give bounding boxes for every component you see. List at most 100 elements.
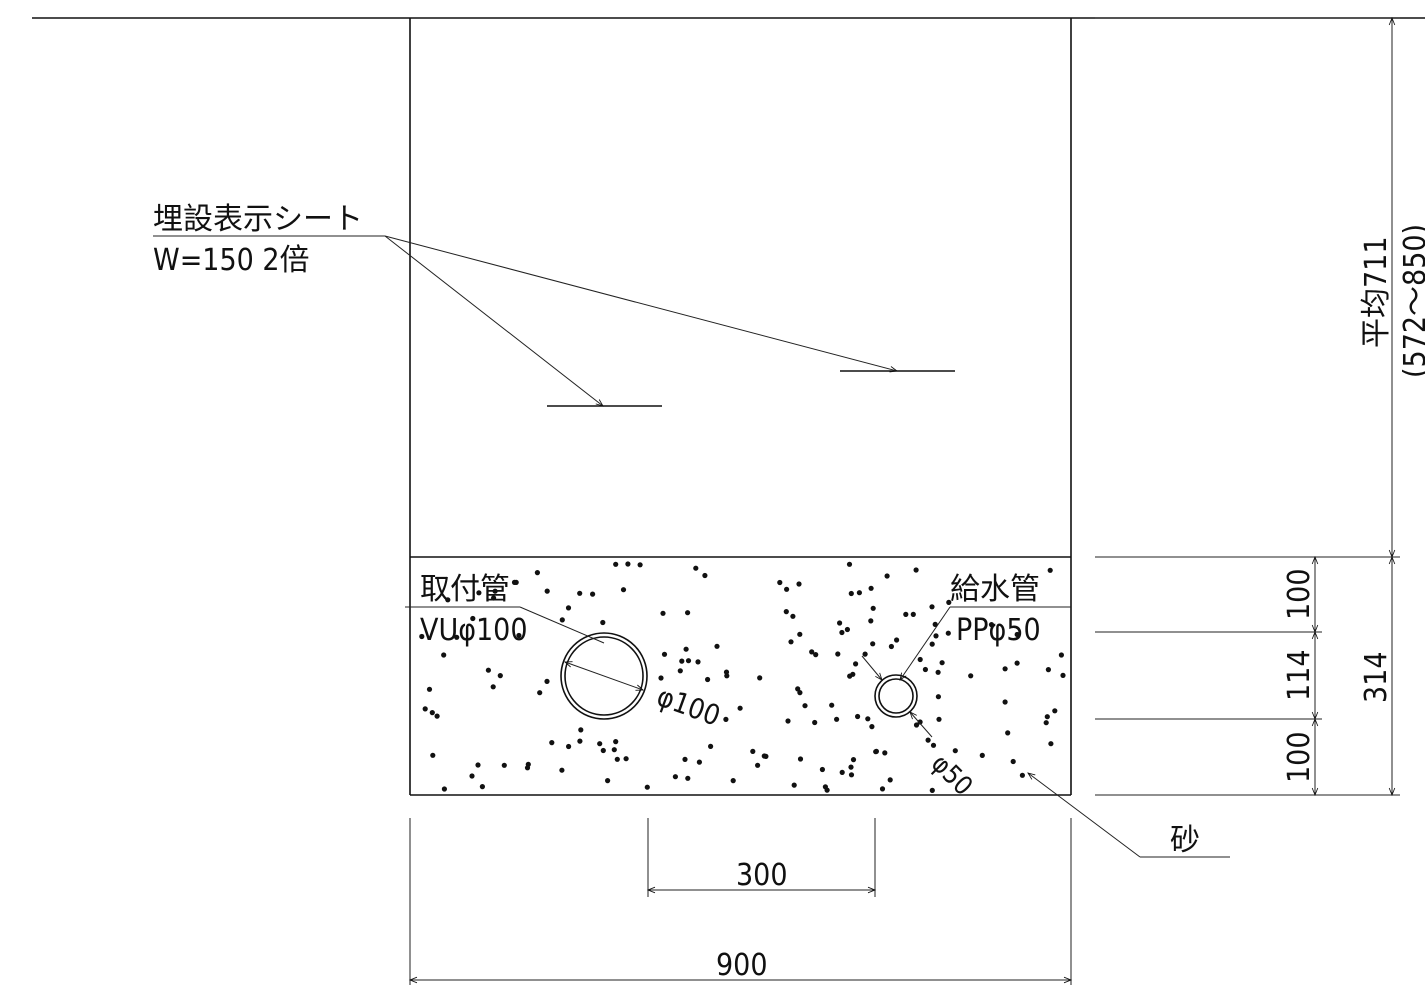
sand-dot	[930, 742, 937, 748]
sand-dot	[1014, 631, 1020, 638]
sand-dot	[979, 752, 985, 759]
sand-dot	[682, 756, 688, 763]
water-pipe-label: 給水管	[950, 572, 1040, 607]
sand-dot	[790, 613, 796, 619]
sand-dot	[479, 784, 485, 790]
sand-dot	[497, 673, 503, 679]
sand-dot	[696, 759, 703, 765]
sand-dot	[848, 590, 854, 597]
sand-dot	[829, 702, 835, 708]
sand-dot	[578, 727, 584, 733]
sand-dot	[903, 611, 909, 618]
sand-dot	[933, 633, 939, 639]
sand-dot	[600, 619, 606, 626]
sand-dot	[855, 713, 861, 720]
sand-dot	[590, 591, 596, 597]
sand-dot	[516, 632, 522, 639]
sand-dot	[600, 747, 606, 754]
sand-dot	[723, 716, 729, 723]
dia-large-label: φ100	[653, 680, 725, 733]
sand-dot	[429, 710, 435, 716]
sand-dot	[724, 673, 730, 679]
sand-dot	[422, 706, 428, 712]
sand-dot	[869, 724, 875, 730]
sand-dot	[577, 590, 583, 596]
sand-dot	[844, 626, 851, 633]
sand-dot	[559, 767, 565, 773]
sand-dot	[1005, 730, 1011, 736]
bed-bottom-value: 100	[1282, 731, 1317, 783]
sand-dot	[683, 646, 689, 652]
sand-dot	[784, 586, 790, 592]
sand-dot	[685, 610, 691, 616]
sand-dot	[879, 786, 886, 792]
pipe-large-outer	[560, 632, 648, 720]
sand-dot	[469, 773, 475, 779]
depth-range-value: (572～850)	[1398, 224, 1425, 378]
sand-dot	[783, 609, 789, 615]
sand-dot	[1019, 772, 1025, 778]
sand-dot	[873, 748, 880, 755]
pipe-small-inner	[878, 678, 914, 714]
sand-dot	[566, 743, 572, 750]
sand-dot	[1047, 567, 1053, 573]
sand-dot	[834, 716, 840, 722]
sand-dot	[1014, 660, 1020, 666]
water-pipe-spec: PPφ50	[956, 613, 1041, 648]
sand-dot	[788, 639, 794, 645]
sand-dot	[868, 618, 874, 624]
burial-marker-sheets: 埋設表示シート W=150 2倍	[153, 202, 955, 407]
sand-dot	[1048, 741, 1054, 747]
sand-dot	[856, 590, 863, 596]
sand-dot	[910, 611, 916, 618]
sand-dot	[708, 743, 714, 750]
sand-dot	[597, 741, 603, 747]
depth-avg-value: 平均711	[1359, 236, 1394, 348]
sand-dot	[685, 658, 692, 664]
sand-dot	[988, 622, 995, 628]
sand-dot	[870, 605, 876, 611]
sand-dot	[605, 778, 611, 784]
sand-dot	[1043, 720, 1049, 726]
sheet-label: 埋設表示シート	[153, 202, 363, 237]
sand-dot	[848, 772, 855, 778]
sand-dot	[939, 660, 945, 666]
sand-dot	[865, 716, 871, 722]
sand-dot	[445, 597, 451, 603]
sand-dot	[611, 747, 617, 753]
pipe-small-outer	[874, 674, 918, 718]
sand-dot	[929, 787, 935, 794]
sand-dot	[730, 778, 736, 784]
sheet-size: W=150 2倍	[153, 243, 310, 278]
sand-dot	[882, 750, 888, 756]
sand-dot	[837, 620, 843, 626]
sand-dot	[702, 572, 708, 579]
sand-dot	[917, 656, 923, 663]
sand-dot	[755, 762, 761, 768]
sand-dot	[714, 643, 720, 649]
sand-dot	[777, 579, 783, 586]
sand-dot	[1045, 667, 1051, 673]
sand-dot	[637, 562, 643, 568]
sand-dot	[839, 769, 845, 776]
sand-dot	[660, 610, 666, 616]
connection-pipe-spec: VUφ100	[420, 613, 528, 648]
sand-dot	[430, 752, 436, 758]
sand-dot	[623, 756, 629, 762]
sand-dot	[870, 641, 876, 647]
sand-dot	[511, 579, 518, 586]
sand-dot	[812, 719, 818, 726]
sand-dot	[932, 621, 938, 628]
sand-dot	[434, 713, 440, 719]
sand-dot	[426, 686, 433, 692]
sand-dot	[797, 690, 803, 696]
sand-dot	[658, 675, 664, 681]
sand-dot	[796, 581, 802, 587]
sand-dot	[1010, 758, 1016, 765]
sand-dot	[929, 604, 935, 610]
sand-dot	[757, 675, 763, 681]
sand-dot	[559, 617, 565, 623]
sand-label: 砂	[1170, 823, 1200, 858]
sand-dot	[862, 651, 868, 657]
